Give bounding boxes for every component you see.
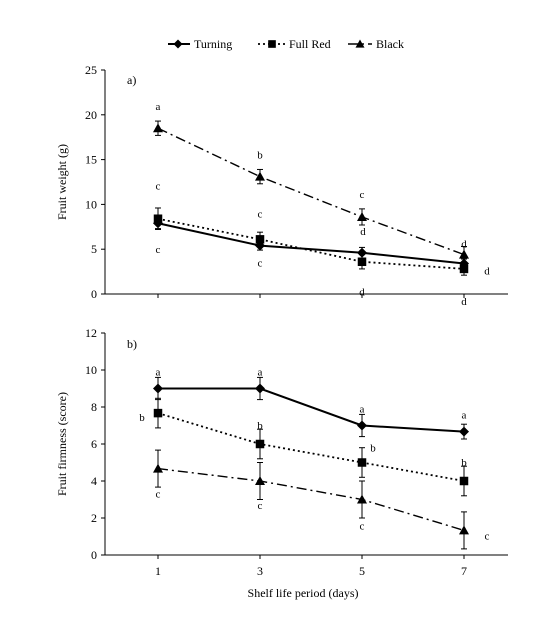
significance-letter: b: [257, 150, 263, 162]
data-point: [255, 439, 265, 449]
legend-label-1: Full Red: [289, 37, 331, 51]
series-black: c c c c: [153, 449, 490, 550]
significance-letter: a: [156, 367, 161, 379]
series-line: [157, 412, 465, 482]
data-point: [357, 247, 367, 258]
data-point: [459, 264, 469, 274]
y-tick-label: 10: [85, 363, 97, 377]
y-tick-label: 4: [91, 474, 97, 488]
data-point: [153, 408, 163, 418]
y-axis-label: Fruit firmness (score): [55, 392, 69, 496]
y-axis-label: Fruit weight (g): [55, 144, 69, 220]
series-full-red: b b b b: [139, 397, 469, 497]
data-point: [357, 494, 367, 504]
significance-letter: c: [156, 489, 161, 501]
significance-letter: c: [156, 181, 161, 193]
x-tick-label: 5: [359, 564, 365, 578]
significance-letter: b: [257, 420, 263, 432]
data-point: [459, 426, 469, 437]
data-point: [153, 463, 163, 473]
data-point: [255, 476, 265, 485]
series-turning: a a a a: [153, 367, 469, 440]
data-point: [255, 171, 265, 181]
panel-label: b): [127, 337, 137, 351]
y-tick-label: 2: [91, 511, 97, 525]
significance-letter: c: [360, 521, 365, 533]
legend-label-0: Turning: [194, 37, 232, 51]
y-tick-label: 15: [85, 153, 97, 167]
significance-letter: d: [359, 287, 365, 299]
significance-letter: c: [360, 189, 365, 201]
panel-a-chart: 0 5 10 15 20 25 Fruit weight (g) a) c c d d c c d d a b c d: [55, 63, 508, 308]
y-tick-label: 5: [91, 242, 97, 256]
y-tick-label: 0: [91, 548, 97, 562]
significance-letter: a: [258, 367, 263, 379]
data-point: [459, 249, 469, 259]
series-line: [157, 217, 465, 270]
legend-marker-0: [173, 39, 183, 49]
data-point: [459, 476, 469, 486]
data-point: [153, 214, 163, 223]
y-tick-label: 25: [85, 63, 97, 77]
y-tick-label: 10: [85, 197, 97, 211]
significance-letter: b: [461, 457, 467, 469]
series-black: a b c d: [153, 101, 490, 278]
data-point: [153, 383, 163, 394]
significance-letter: a: [462, 410, 467, 422]
significance-letter: d: [461, 239, 467, 251]
significance-letter: b: [370, 443, 376, 455]
series-line: [157, 222, 465, 265]
significance-letter: b: [139, 412, 145, 424]
series-line: [157, 127, 465, 256]
x-tick-label: 3: [257, 564, 263, 578]
legend-marker-2: [355, 39, 365, 48]
significance-letter: d: [461, 296, 467, 308]
x-tick-label: 1: [155, 564, 161, 578]
data-point: [357, 458, 367, 467]
data-point: [357, 257, 367, 266]
data-point: [255, 383, 265, 394]
data-point: [459, 525, 469, 535]
data-point: [357, 420, 367, 431]
y-tick-label: 0: [91, 287, 97, 301]
significance-letter: c: [258, 258, 263, 270]
significance-letter: d: [484, 266, 490, 278]
significance-letter: a: [156, 101, 161, 113]
series-turning: c c d d: [153, 217, 469, 270]
legend: Turning Full Red Black: [168, 37, 404, 51]
series-line: [157, 467, 465, 532]
significance-letter: c: [258, 500, 263, 512]
significance-letter: c: [258, 208, 263, 220]
significance-letter: c: [156, 244, 161, 256]
legend-label-2: Black: [376, 37, 404, 51]
x-axis-label: Shelf life period (days): [248, 586, 359, 600]
data-point: [255, 235, 265, 244]
x-tick-label: 7: [461, 564, 467, 578]
data-point: [153, 123, 163, 133]
y-tick-label: 8: [91, 400, 97, 414]
significance-letter: d: [360, 226, 366, 238]
y-tick-label: 20: [85, 108, 97, 122]
series-full-red: c c d d: [153, 181, 469, 308]
y-tick-label: 6: [91, 437, 97, 451]
significance-letter: c: [485, 530, 490, 542]
y-tick-label: 12: [85, 326, 97, 340]
series-line: [158, 387, 465, 433]
data-point: [357, 211, 367, 221]
legend-marker-1: [268, 40, 276, 48]
panel-label: a): [127, 73, 136, 87]
significance-letter: a: [360, 404, 365, 416]
